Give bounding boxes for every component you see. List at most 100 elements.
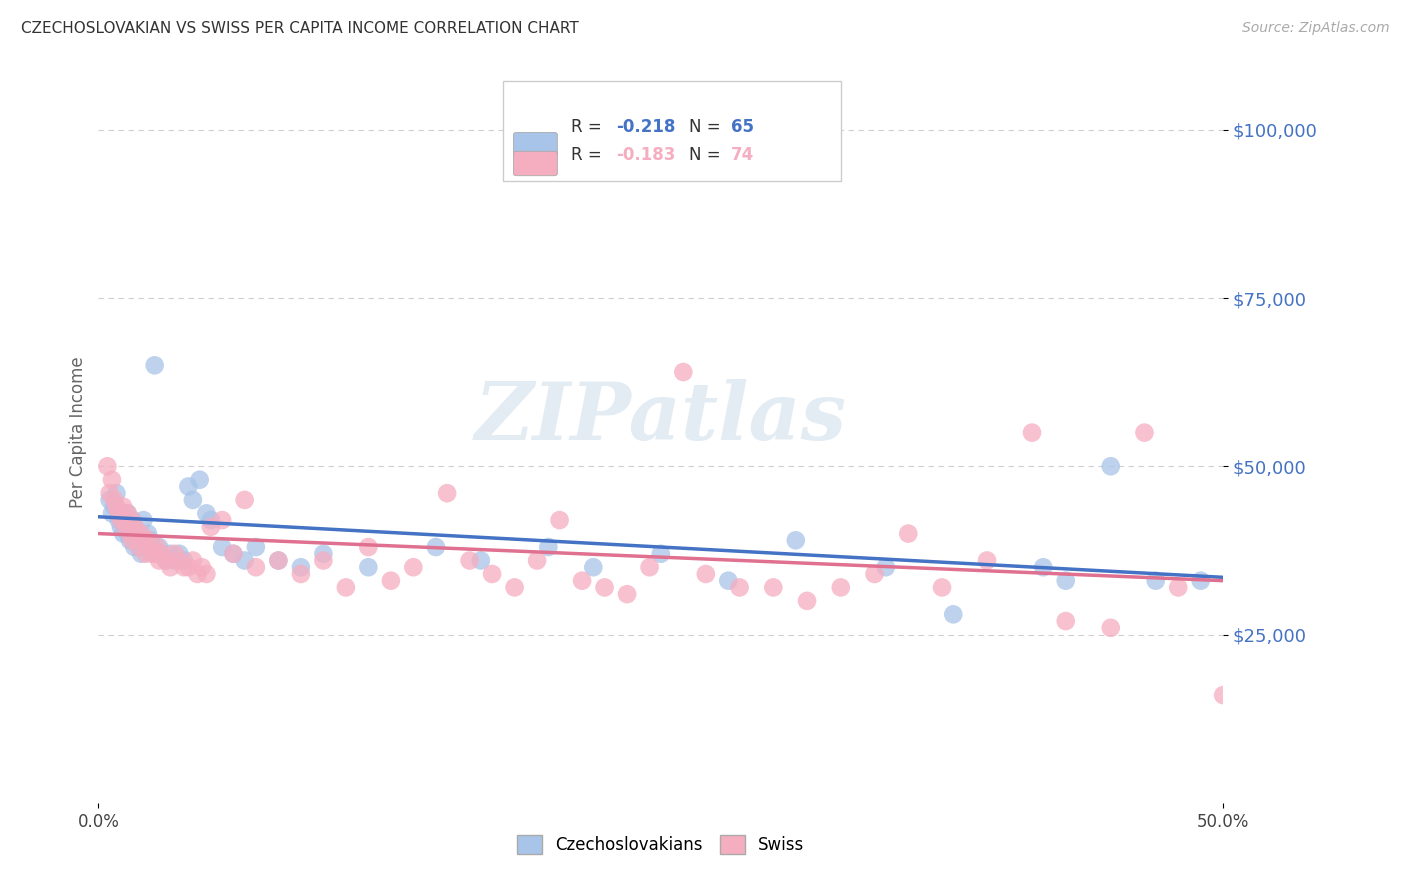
Point — [593, 581, 616, 595]
Point — [616, 587, 638, 601]
Point — [103, 492, 125, 507]
Point — [105, 486, 128, 500]
Point — [188, 473, 211, 487]
Point — [155, 553, 177, 567]
Point — [105, 500, 128, 514]
Point — [139, 540, 162, 554]
Point — [897, 526, 920, 541]
Point — [200, 520, 222, 534]
Point — [1021, 425, 1043, 440]
Point — [357, 540, 380, 554]
Point — [117, 526, 139, 541]
Point — [526, 553, 548, 567]
Point — [481, 566, 503, 581]
Point — [117, 507, 139, 521]
Legend: Czechoslovakians, Swiss: Czechoslovakians, Swiss — [510, 829, 811, 861]
Point — [402, 560, 425, 574]
Point — [110, 513, 132, 527]
Point — [125, 526, 148, 541]
Point — [290, 566, 312, 581]
Point — [582, 560, 605, 574]
Point — [357, 560, 380, 574]
Point — [233, 492, 256, 507]
Point — [101, 507, 124, 521]
Text: CZECHOSLOVAKIAN VS SWISS PER CAPITA INCOME CORRELATION CHART: CZECHOSLOVAKIAN VS SWISS PER CAPITA INCO… — [21, 21, 579, 36]
Point — [143, 547, 166, 561]
Point — [976, 553, 998, 567]
Point — [503, 581, 526, 595]
Point — [136, 526, 159, 541]
Point — [186, 566, 208, 581]
Point — [312, 547, 335, 561]
Point — [863, 566, 886, 581]
Point — [128, 540, 150, 554]
Point — [148, 553, 170, 567]
Point — [1054, 614, 1077, 628]
Point — [114, 513, 136, 527]
Point — [107, 513, 129, 527]
Point — [146, 540, 169, 554]
Point — [796, 594, 818, 608]
Point — [121, 513, 143, 527]
Point — [1133, 425, 1156, 440]
Point — [141, 540, 163, 554]
Text: R =: R = — [571, 119, 607, 136]
Point — [672, 365, 695, 379]
Point — [107, 507, 129, 521]
Point — [571, 574, 593, 588]
Point — [150, 547, 173, 561]
Point — [211, 513, 233, 527]
Point — [169, 553, 191, 567]
Point — [159, 560, 181, 574]
Point — [335, 581, 357, 595]
Point — [101, 473, 124, 487]
Point — [436, 486, 458, 500]
Point — [121, 533, 143, 548]
Point — [1144, 574, 1167, 588]
Point — [110, 507, 132, 521]
Point — [195, 507, 218, 521]
Point — [124, 520, 146, 534]
Point — [118, 520, 141, 534]
Point — [124, 540, 146, 554]
Point — [141, 547, 163, 561]
Text: 74: 74 — [731, 146, 754, 164]
Point — [103, 500, 125, 514]
Point — [114, 520, 136, 534]
Point — [191, 560, 214, 574]
Point — [537, 540, 560, 554]
Text: R =: R = — [571, 146, 607, 164]
Point — [150, 547, 173, 561]
Point — [245, 540, 267, 554]
Point — [159, 547, 181, 561]
Point — [173, 560, 195, 574]
Point — [146, 547, 169, 561]
Point — [650, 547, 672, 561]
Point — [695, 566, 717, 581]
Point — [118, 526, 141, 541]
Point — [173, 553, 195, 567]
Point — [200, 513, 222, 527]
Point — [163, 553, 186, 567]
Text: N =: N = — [689, 146, 725, 164]
Point — [728, 581, 751, 595]
Point — [125, 526, 148, 541]
Point — [1167, 581, 1189, 595]
Point — [222, 547, 245, 561]
Point — [124, 520, 146, 534]
Point — [118, 533, 141, 548]
Point — [169, 547, 191, 561]
Point — [110, 520, 132, 534]
Point — [155, 553, 177, 567]
Point — [267, 553, 290, 567]
Point — [129, 526, 152, 541]
Point — [177, 479, 200, 493]
Point — [121, 526, 143, 541]
Point — [136, 533, 159, 548]
Point — [128, 540, 150, 554]
Point — [267, 553, 290, 567]
Point — [931, 581, 953, 595]
Point — [458, 553, 481, 567]
Point — [163, 547, 186, 561]
Point — [195, 566, 218, 581]
